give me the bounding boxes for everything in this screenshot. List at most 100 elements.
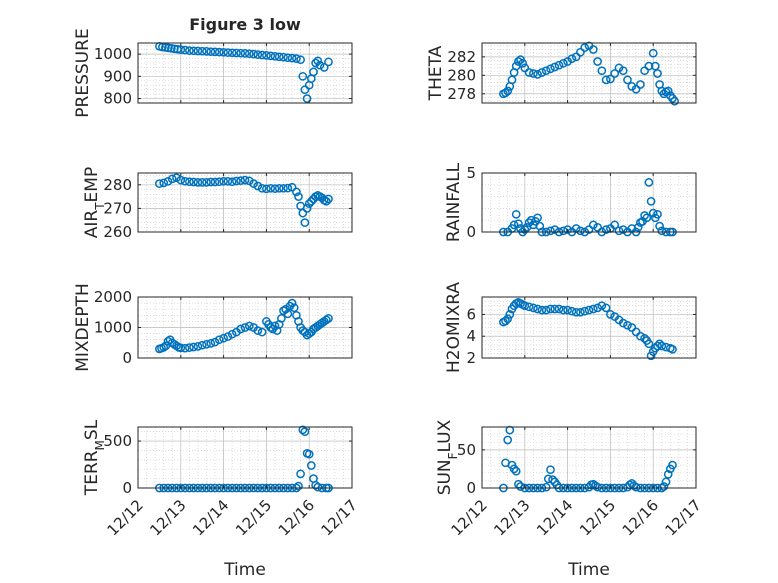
data-point	[640, 66, 649, 76]
axes-box	[481, 426, 697, 489]
data-point	[227, 177, 237, 187]
data-point	[514, 57, 523, 66]
data-point	[520, 225, 530, 234]
data-point	[653, 341, 662, 351]
data-point	[302, 94, 312, 103]
data-point	[567, 54, 577, 64]
data-point	[219, 333, 228, 343]
data-point	[270, 321, 280, 331]
data-point	[189, 342, 198, 352]
data-point	[219, 47, 228, 57]
data-point	[648, 208, 658, 218]
data-point	[503, 86, 513, 96]
y-tick-label: 900	[103, 67, 132, 85]
data-point	[657, 341, 667, 351]
data-point	[306, 196, 316, 206]
data-point	[644, 178, 654, 187]
y-tick-label: 0	[466, 223, 476, 241]
data-point	[206, 339, 216, 348]
data-point	[567, 306, 577, 316]
data-point	[618, 318, 628, 328]
data-point	[533, 213, 542, 223]
data-point	[306, 461, 316, 470]
data-point	[518, 58, 528, 68]
data-point	[640, 211, 649, 220]
y-tick-label: 6	[466, 305, 476, 323]
data-point	[279, 183, 288, 193]
data-point	[601, 75, 611, 85]
data-point	[236, 176, 246, 185]
data-point	[618, 225, 628, 234]
data-point	[309, 67, 318, 77]
data-point	[588, 220, 598, 230]
data-point	[223, 332, 233, 341]
data-point	[524, 302, 534, 312]
x-tick-label: 12/14	[533, 496, 576, 539]
y-tick-label: 0	[122, 479, 132, 497]
data-point	[520, 63, 530, 73]
data-point	[636, 331, 645, 341]
data-point	[640, 334, 649, 343]
data-point	[294, 192, 303, 201]
data-point	[163, 176, 173, 186]
data-point	[541, 305, 551, 315]
data-point	[262, 51, 271, 60]
data-point	[655, 221, 664, 231]
data-point	[533, 70, 542, 79]
data-point	[193, 46, 203, 56]
data-point	[606, 310, 615, 319]
data-point	[623, 320, 632, 330]
y-tick-label: 50	[457, 441, 476, 459]
data-point	[505, 310, 515, 319]
data-point	[618, 66, 628, 76]
data-point	[321, 196, 331, 206]
data-point	[300, 85, 310, 95]
data-point	[279, 52, 288, 62]
data-point	[554, 60, 564, 70]
data-point	[167, 174, 177, 184]
data-point	[548, 475, 557, 484]
plot-area	[138, 427, 352, 488]
data-point	[529, 69, 538, 78]
data-point	[659, 482, 669, 491]
data-point	[529, 303, 538, 313]
y-axis-label: THETA	[426, 45, 446, 101]
data-point	[240, 323, 250, 332]
data-point	[292, 54, 301, 63]
data-point	[650, 61, 660, 71]
data-point	[576, 226, 585, 236]
data-point	[546, 465, 555, 475]
data-point	[631, 482, 641, 492]
data-point	[661, 477, 671, 487]
x-tick-label: 12/15	[232, 496, 275, 539]
data-point	[514, 219, 523, 229]
data-point	[501, 88, 510, 98]
data-point	[176, 175, 186, 185]
data-point	[210, 177, 220, 187]
data-point	[197, 46, 207, 56]
data-point	[503, 435, 513, 445]
y-tick-label: 500	[103, 432, 132, 450]
x-tick-label: 12/14	[189, 496, 232, 539]
data-point	[576, 47, 585, 57]
data-point	[189, 46, 198, 56]
data-point	[257, 327, 267, 337]
data-point	[223, 48, 233, 57]
data-point	[627, 323, 637, 332]
data-point	[550, 304, 560, 314]
data-point	[633, 222, 643, 232]
data-point	[287, 53, 297, 63]
data-point	[584, 305, 594, 315]
data-point	[315, 60, 325, 70]
y-axis-label: PRESSURE	[73, 28, 93, 117]
data-point	[653, 209, 662, 219]
data-point	[537, 68, 547, 77]
data-point	[631, 327, 641, 337]
data-point	[202, 178, 211, 187]
y-tick-label: 282	[447, 48, 476, 66]
data-point	[511, 209, 521, 219]
data-point	[197, 340, 207, 350]
data-point	[202, 339, 211, 349]
